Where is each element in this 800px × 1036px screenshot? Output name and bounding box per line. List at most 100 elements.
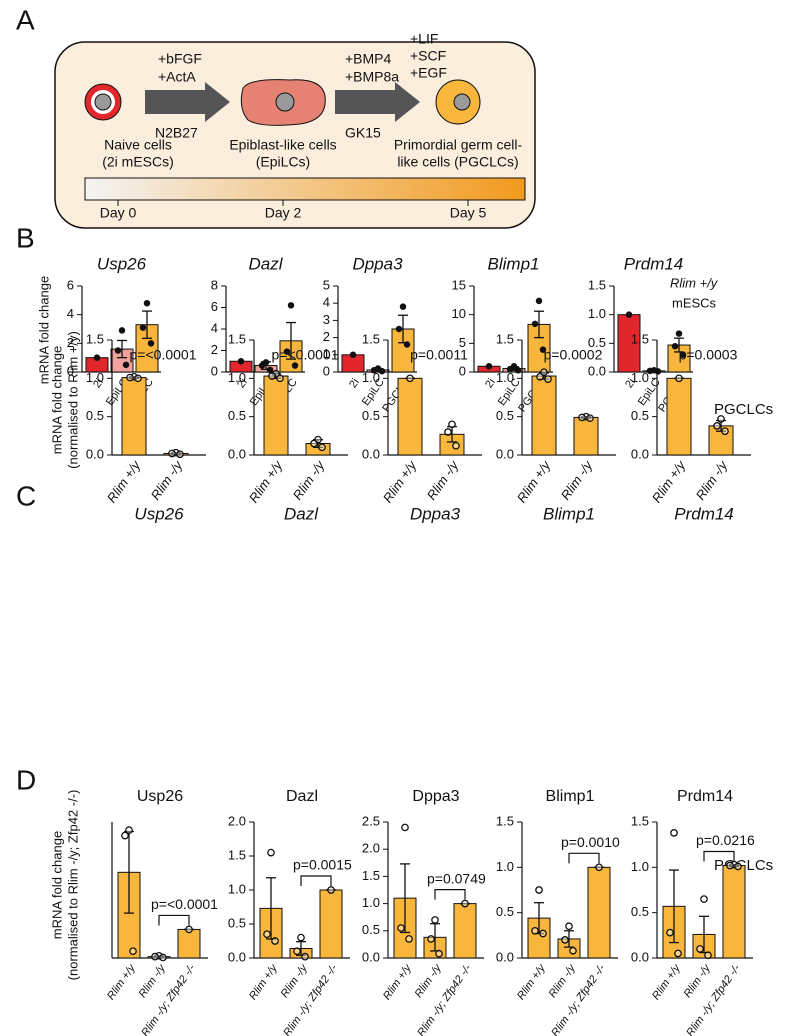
data-point bbox=[147, 340, 155, 347]
p-value: p=0.0010 bbox=[561, 834, 620, 850]
y-tick-label: 0.0 bbox=[228, 949, 246, 964]
side-label: Rlim +/y bbox=[670, 275, 719, 290]
bar bbox=[666, 377, 692, 456]
data-point bbox=[297, 933, 305, 942]
day-label: Day 5 bbox=[450, 205, 487, 221]
y-tick-label: 0.5 bbox=[496, 408, 514, 423]
data-point bbox=[670, 829, 678, 837]
medium: GK15 bbox=[345, 125, 381, 141]
data-point bbox=[625, 311, 633, 318]
bar bbox=[722, 865, 746, 959]
data-point bbox=[301, 952, 309, 961]
data-point bbox=[397, 924, 405, 932]
bar bbox=[319, 889, 343, 959]
step-text: +SCF bbox=[410, 48, 446, 64]
y-tick-label: 1.5 bbox=[362, 868, 380, 883]
y-tick-label: 4 bbox=[67, 306, 74, 321]
step-text: +LIF bbox=[410, 31, 438, 47]
x-tick-label: Rlim +/y bbox=[515, 961, 549, 1002]
data-point bbox=[268, 372, 276, 380]
data-point bbox=[258, 362, 266, 369]
data-point bbox=[734, 862, 742, 871]
step-text: +EGF bbox=[410, 65, 447, 81]
y-tick-label: 2 bbox=[323, 329, 330, 344]
x-tick-label: Rlim +/y bbox=[381, 961, 415, 1002]
data-point bbox=[143, 299, 151, 307]
bar bbox=[263, 375, 289, 456]
data-point bbox=[237, 357, 245, 365]
y-tick-label: 1.0 bbox=[496, 859, 514, 874]
y-tick-label: 1.0 bbox=[588, 306, 606, 321]
chart-title: Blimp1 bbox=[488, 254, 540, 273]
y-tick-label: 2.0 bbox=[362, 841, 380, 856]
chart-title: Dppa3 bbox=[410, 504, 461, 523]
y-tick-label: 1.0 bbox=[631, 370, 649, 385]
y-tick-label: 1.5 bbox=[588, 277, 606, 292]
data-point bbox=[262, 359, 270, 366]
y-axis-title: (normalised to Rlim +/y) bbox=[65, 331, 80, 469]
x-tick-label: Rlim +/y bbox=[104, 457, 144, 506]
chart-title: Usp26 bbox=[137, 788, 183, 805]
data-point bbox=[401, 823, 409, 832]
chart-title: Dazl bbox=[248, 254, 283, 273]
y-tick-label: 1.5 bbox=[631, 331, 649, 346]
data-point bbox=[700, 895, 708, 903]
y-tick-label: 0.0 bbox=[631, 949, 649, 964]
y-tick-label: 6 bbox=[211, 299, 218, 314]
step-text: +bFGF bbox=[158, 51, 202, 67]
data-point bbox=[327, 886, 335, 894]
side-label: mESCs bbox=[672, 295, 717, 310]
data-point bbox=[151, 952, 159, 961]
x-tick-label: Rlim -/y bbox=[682, 961, 714, 1000]
bar bbox=[531, 375, 557, 456]
y-tick-label: 5 bbox=[459, 335, 466, 350]
bar bbox=[177, 928, 201, 959]
chart-title: Dppa3 bbox=[412, 788, 459, 805]
arrow bbox=[145, 82, 230, 122]
data-point bbox=[452, 441, 460, 450]
p-value: p=<0.0001 bbox=[272, 347, 339, 363]
data-point bbox=[93, 354, 101, 361]
data-point bbox=[595, 863, 603, 872]
p-value: p=0.0002 bbox=[544, 347, 603, 363]
bar bbox=[453, 903, 477, 959]
cell-label: Primordial germ cell- bbox=[394, 137, 523, 153]
bar bbox=[121, 377, 147, 456]
y-tick-label: 0.0 bbox=[496, 949, 514, 964]
y-axis-title: mRNA fold change bbox=[49, 346, 64, 454]
data-point bbox=[129, 947, 137, 956]
y-tick-label: 1.0 bbox=[362, 895, 380, 910]
bar bbox=[587, 866, 611, 959]
y-tick-label: 0.0 bbox=[362, 949, 380, 964]
y-tick-label: 0.5 bbox=[631, 904, 649, 919]
data-point bbox=[427, 935, 435, 943]
data-point bbox=[176, 450, 184, 459]
step-text: +ActA bbox=[158, 69, 196, 85]
data-point bbox=[544, 375, 552, 383]
cell-label: (EpiLCs) bbox=[256, 154, 310, 170]
x-tick-label: Rlim -/y; Zfp42 -/- bbox=[549, 962, 608, 1036]
y-tick-label: 1.5 bbox=[362, 331, 380, 346]
data-point bbox=[726, 861, 734, 870]
bracket bbox=[434, 889, 466, 900]
p-value: p=0.0015 bbox=[293, 857, 352, 873]
panel-label: A bbox=[16, 4, 35, 35]
bar bbox=[573, 416, 599, 456]
cell-nucleus bbox=[275, 92, 295, 112]
x-tick-label: Rlim -/y bbox=[558, 457, 596, 503]
data-point bbox=[395, 325, 403, 333]
y-tick-label: 0.0 bbox=[631, 446, 649, 461]
x-tick-label: Rlim -/y bbox=[290, 457, 328, 503]
p-value: p=<0.0001 bbox=[151, 896, 218, 912]
cell-nucleus bbox=[453, 93, 471, 111]
data-point bbox=[654, 368, 662, 375]
y-tick-label: 1.0 bbox=[86, 370, 104, 385]
y-tick-label: 0.5 bbox=[362, 922, 380, 937]
y-tick-label: 0.0 bbox=[496, 446, 514, 461]
data-point bbox=[406, 374, 414, 383]
data-point bbox=[536, 372, 544, 381]
data-point bbox=[293, 947, 301, 956]
cell-label: (2i mESCs) bbox=[102, 154, 174, 170]
x-tick-label: Rlim +/y bbox=[514, 457, 554, 506]
